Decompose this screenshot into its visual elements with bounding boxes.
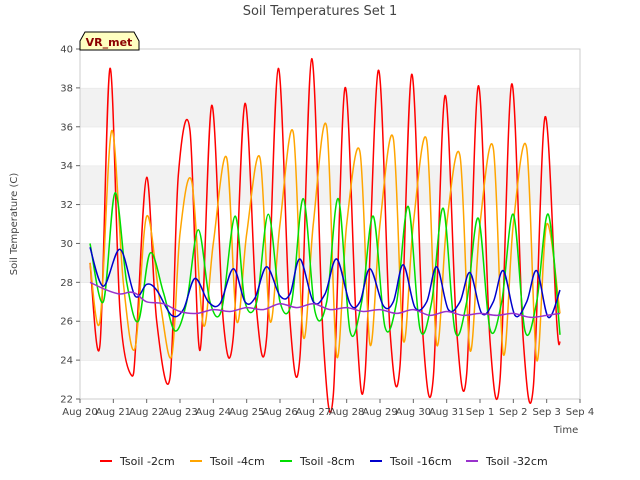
series-line-tsoil-4cm	[89, 122, 561, 362]
series-layer	[89, 57, 561, 413]
grid-band	[80, 87, 580, 127]
legend-label: Tsoil -4cm	[209, 455, 265, 468]
series-line-tsoil-32cm	[89, 281, 561, 319]
y-tick-label: 38	[60, 83, 73, 94]
y-tick-label: 40	[60, 45, 73, 56]
legend-item: Tsoil -8cm	[280, 455, 355, 468]
y-tick-label: 30	[60, 239, 73, 250]
x-tick-label: Aug 24	[196, 407, 231, 418]
x-tick-label: Aug 31	[429, 407, 464, 418]
x-axis-label: Time	[553, 425, 578, 436]
x-tick-label: Aug 23	[162, 407, 197, 418]
legend-label: Tsoil -16cm	[389, 455, 452, 468]
annotation-badge: VR_met	[79, 31, 140, 51]
legend-label: Tsoil -2cm	[119, 455, 175, 468]
grid-band	[80, 360, 580, 399]
legend-item: Tsoil -4cm	[190, 455, 265, 468]
plot-area	[79, 48, 581, 400]
x-tick-label: Sep 4	[566, 407, 594, 418]
legend-label: Tsoil -8cm	[299, 455, 355, 468]
y-tick-label: 28	[60, 278, 73, 289]
x-tick-label: Aug 26	[262, 407, 297, 418]
legend: Tsoil -2cm Tsoil -4cm Tsoil -8cm Tsoil -16c…	[100, 455, 548, 468]
series-line-tsoil-8cm	[89, 192, 561, 338]
x-tick-label: Aug 20	[62, 407, 97, 418]
chart-title: Soil Temperatures Set 1	[243, 4, 398, 19]
annotation-badge-shape	[79, 31, 140, 51]
legend-item: Tsoil -2cm	[100, 455, 175, 468]
x-tick-label: Sep 3	[532, 407, 560, 418]
y-ticks: 22 24 26 28 30 32 34 36 38 40	[60, 45, 80, 406]
y-tick-label: 24	[60, 356, 73, 367]
y-tick-label: 36	[60, 122, 73, 133]
y-tick-label: 22	[60, 395, 73, 406]
grid-band	[80, 126, 580, 166]
legend-label: Tsoil -32cm	[485, 455, 548, 468]
series-line-tsoil-2cm	[89, 57, 561, 413]
x-tick-label: Aug 27	[296, 407, 331, 418]
x-tick-label: Sep 2	[499, 407, 527, 418]
x-tick-label: Sep 1	[466, 407, 494, 418]
annotation-text: VR_met	[86, 36, 133, 49]
x-tick-label: Aug 22	[129, 407, 164, 418]
y-tick-label: 34	[60, 161, 73, 172]
x-tick-label: Aug 25	[229, 407, 264, 418]
x-tick-label: Aug 29	[362, 407, 397, 418]
x-tick-label: Aug 21	[96, 407, 131, 418]
x-tick-label: Aug 28	[329, 407, 364, 418]
x-tick-label: Aug 30	[396, 407, 431, 418]
grid-band	[80, 49, 580, 88]
y-tick-label: 32	[60, 200, 73, 211]
legend-item: Tsoil -32cm	[466, 455, 548, 468]
y-axis-label: Soil Temperature (C)	[9, 173, 20, 276]
legend-item: Tsoil -16cm	[370, 455, 452, 468]
y-tick-label: 26	[60, 317, 73, 328]
